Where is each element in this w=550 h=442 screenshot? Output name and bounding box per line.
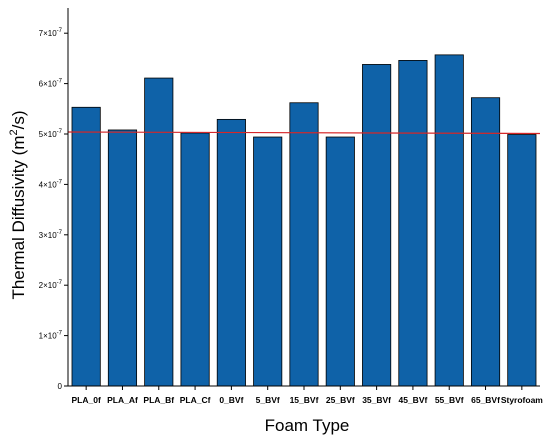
- reference-line: [67, 131, 541, 135]
- y-tick-label: 3×10-7: [39, 230, 63, 240]
- y-ticks-group: 01×10-72×10-73×10-74×10-75×10-76×10-77×1…: [39, 28, 68, 391]
- bar-pla-bf: [144, 77, 174, 387]
- y-axis-title-superscript: 2: [8, 129, 20, 135]
- y-tick-mantissa: 2×10: [39, 281, 58, 290]
- y-tick-exponent: -7: [57, 129, 63, 135]
- y-axis-title: Thermal Diffusivity (m2/s): [8, 110, 28, 299]
- reference-line-group: [67, 131, 541, 135]
- bar-25-bvf: [325, 136, 355, 387]
- bars-group: [71, 54, 537, 387]
- y-tick-mantissa: 4×10: [39, 180, 58, 189]
- bar-15-bvf: [289, 102, 319, 387]
- x-tick-label-pla-cf: PLA_Cf: [180, 395, 211, 405]
- y-tick-label: 2×10-7: [39, 280, 63, 290]
- bar-5-bvf: [253, 136, 283, 387]
- bar-0-bvf: [216, 118, 246, 387]
- x-tick-label-65-bvf: 65_BVf: [471, 395, 500, 405]
- y-tick-mantissa: 7×10: [39, 29, 58, 38]
- y-tick-label: 1×10-7: [39, 331, 63, 341]
- x-tick-label-styrofoam: Styrofoam: [501, 395, 543, 405]
- x-axis-title: Foam Type: [265, 416, 350, 435]
- x-tick-label-45-bvf: 45_BVf: [399, 395, 428, 405]
- x-ticks-group: PLA_0f PLA_Af PLA_Bf PLA_Cf 0_BVf 5_BVf 15_BVf…: [72, 386, 543, 405]
- y-tick-exponent: -7: [57, 280, 63, 286]
- x-tick-label-25-bvf: 25_BVf: [326, 395, 355, 405]
- bar-65-bvf: [470, 97, 501, 387]
- y-tick-exponent: -7: [57, 28, 63, 34]
- y-tick-label: 5×10-7: [39, 129, 63, 139]
- y-tick-exponent: -7: [57, 331, 63, 337]
- y-tick-label: 0: [58, 382, 63, 391]
- y-tick-label: 7×10-7: [39, 28, 63, 38]
- y-tick-mantissa: 3×10: [39, 231, 58, 240]
- x-tick-label-5-bvf: 5_BVf: [256, 395, 280, 405]
- y-tick-mantissa: 1×10: [39, 332, 58, 341]
- y-tick-exponent: -7: [57, 79, 63, 85]
- bar-styrofoam: [507, 134, 537, 387]
- y-tick-label: 4×10-7: [39, 179, 63, 189]
- x-tick-label-0-bvf: 0_BVf: [219, 395, 243, 405]
- y-axis-title-main: Thermal Diffusivity (m: [9, 135, 28, 299]
- bar-35-bvf: [362, 64, 392, 387]
- y-tick-exponent: -7: [57, 179, 63, 185]
- y-tick-exponent: -7: [57, 230, 63, 236]
- bar-55-bvf: [434, 54, 464, 387]
- bar-pla-0f: [71, 106, 101, 387]
- bar-pla-af: [107, 129, 138, 387]
- x-tick-label-pla-bf: PLA_Bf: [143, 395, 174, 405]
- y-tick-mantissa: 6×10: [39, 80, 58, 89]
- x-tick-label-15-bvf: 15_BVf: [290, 395, 319, 405]
- y-tick-label: 6×10-7: [39, 79, 63, 89]
- bar-pla-cf: [180, 132, 210, 387]
- x-tick-label-35-bvf: 35_BVf: [362, 395, 391, 405]
- x-tick-label-pla-af: PLA_Af: [107, 395, 138, 405]
- x-tick-label-pla-0f: PLA_0f: [72, 395, 101, 405]
- y-tick-mantissa: 5×10: [39, 130, 58, 139]
- y-tick-mantissa: 0: [58, 382, 63, 391]
- bar-45-bvf: [398, 60, 428, 387]
- x-tick-label-55-bvf: 55_BVf: [435, 395, 464, 405]
- y-axis-title-unit: /s): [9, 110, 28, 129]
